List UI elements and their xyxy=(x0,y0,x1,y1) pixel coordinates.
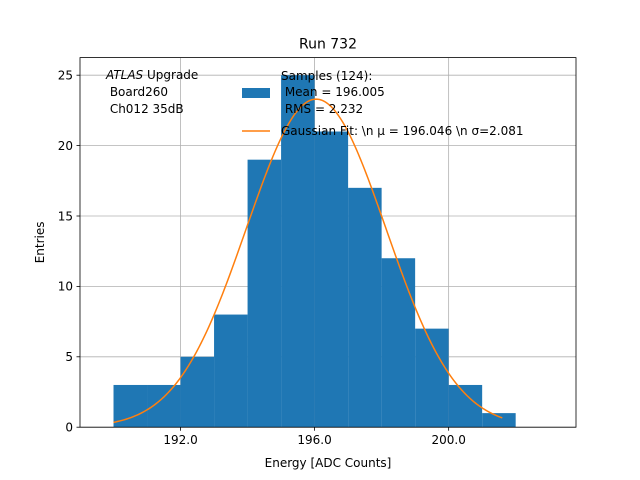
y-tick-label: 10 xyxy=(58,280,73,294)
x-axis-label: Energy [ADC Counts] xyxy=(265,456,392,470)
axis-ticks: 192.0 196.0 200.0 0 5 10 15 20 25 xyxy=(58,69,466,448)
histogram-bar xyxy=(113,384,148,428)
chart-title: Run 732 xyxy=(299,37,357,53)
histogram-bar xyxy=(214,314,248,428)
legend-fit-label: Gaussian Fit: \n μ = 196.046 \n σ=2.081 xyxy=(281,124,524,138)
x-tick-label: 196.0 xyxy=(297,433,331,447)
annotation-line-3: Ch012 35dB xyxy=(106,102,184,116)
x-tick-label: 192.0 xyxy=(163,433,197,447)
y-tick-label: 0 xyxy=(65,421,73,435)
legend-samples-line-2: Mean = 196.005 xyxy=(281,85,385,99)
x-tick-label: 200.0 xyxy=(431,433,465,447)
gaussian-fit-curve xyxy=(113,98,503,424)
y-tick-label: 25 xyxy=(58,69,73,83)
histogram-bar xyxy=(180,356,215,428)
annotation-line-2: Board260 xyxy=(106,85,168,99)
histogram-bar xyxy=(247,159,282,428)
histogram-bar xyxy=(381,258,416,428)
plot-frame xyxy=(79,57,577,428)
histogram-bar xyxy=(482,413,516,428)
legend: Samples (124): Mean = 196.005 RMS = 2.23… xyxy=(242,69,524,138)
histogram-bar xyxy=(314,131,349,428)
y-tick-label: 20 xyxy=(58,139,73,153)
y-axis-label: Entries xyxy=(33,222,47,264)
atlas-annotation: ATLAS Upgrade Board260 Ch012 35dB xyxy=(105,68,198,116)
histogram-bar xyxy=(348,187,382,428)
y-tick-label: 15 xyxy=(58,209,73,223)
histogram-bars xyxy=(113,75,516,428)
legend-samples-line-1: Samples (124): xyxy=(281,69,372,83)
annotation-line-1: ATLAS Upgrade xyxy=(105,68,198,82)
histogram-bar xyxy=(448,384,483,428)
legend-samples-line-3: RMS = 2.232 xyxy=(281,102,363,116)
legend-samples-patch xyxy=(242,88,270,98)
histogram-bar xyxy=(281,75,315,428)
y-tick-label: 5 xyxy=(65,350,73,364)
